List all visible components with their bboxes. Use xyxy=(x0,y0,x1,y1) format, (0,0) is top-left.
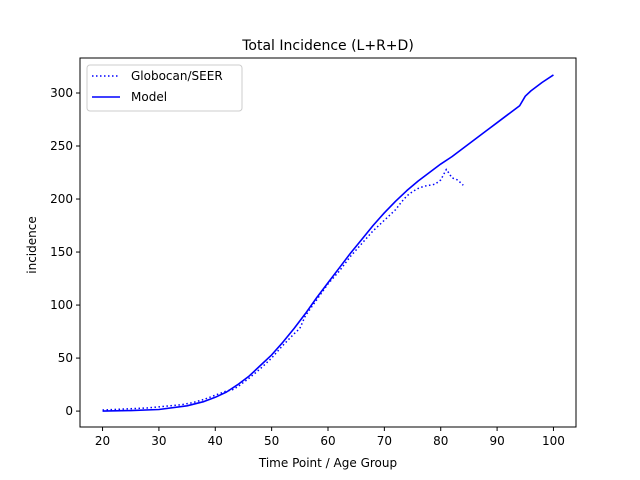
y-tick-label: 250 xyxy=(50,139,73,153)
y-tick-label: 200 xyxy=(50,192,73,206)
x-tick-label: 50 xyxy=(264,434,279,448)
x-tick-label: 60 xyxy=(320,434,335,448)
x-axis-title: Time Point / Age Group xyxy=(258,456,397,470)
y-tick-label: 150 xyxy=(50,245,73,259)
series-line-model xyxy=(102,74,554,412)
legend-label-globocan-seer: Globocan/SEER xyxy=(131,69,223,83)
x-tick-label: 90 xyxy=(489,434,504,448)
legend-label-model: Model xyxy=(131,90,167,104)
x-tick-label: 30 xyxy=(151,434,166,448)
y-axis-title: incidence xyxy=(25,216,39,273)
x-tick-label: 40 xyxy=(208,434,223,448)
legend-box xyxy=(86,64,243,112)
x-tick-label: 70 xyxy=(377,434,392,448)
plot-area: 20 30 40 50 60 70 80 90 100 0 50 100 150 200 250 300 Glo… xyxy=(50,57,577,448)
series-line-globocan-seer xyxy=(102,168,464,411)
legend: Globocan/SEER Model xyxy=(86,64,243,112)
y-tick-label: 0 xyxy=(65,404,73,418)
x-tick-label: 20 xyxy=(95,434,110,448)
x-tick-label: 100 xyxy=(542,434,565,448)
y-tick-label: 300 xyxy=(50,86,73,100)
x-tick-label: 80 xyxy=(433,434,448,448)
chart-title: Total Incidence (L+R+D) xyxy=(241,38,414,54)
y-tick-label: 50 xyxy=(58,351,73,365)
y-tick-label: 100 xyxy=(50,298,73,312)
